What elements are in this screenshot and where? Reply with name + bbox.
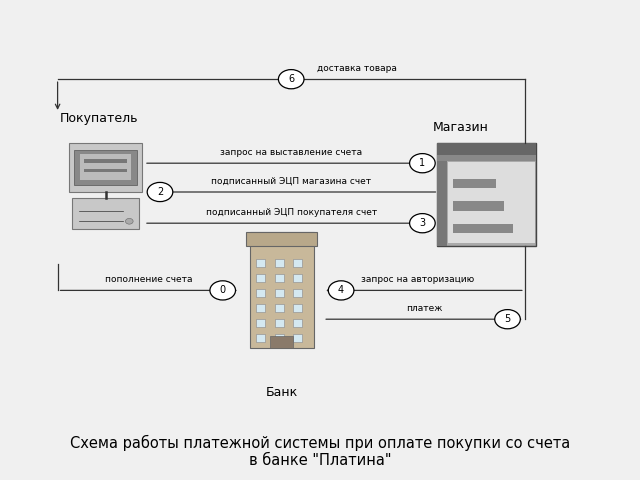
Text: Магазин: Магазин [433,121,489,134]
FancyBboxPatch shape [437,161,447,246]
Circle shape [328,281,354,300]
Text: запрос на выставление счета: запрос на выставление счета [220,148,362,157]
Circle shape [410,214,435,233]
FancyBboxPatch shape [80,154,131,180]
Text: Покупатель: Покупатель [60,112,138,125]
Circle shape [495,310,520,329]
FancyBboxPatch shape [293,334,302,342]
FancyBboxPatch shape [74,150,137,185]
Text: доставка товара: доставка товара [317,64,397,73]
FancyBboxPatch shape [293,319,302,327]
FancyBboxPatch shape [256,289,265,297]
FancyBboxPatch shape [448,162,534,243]
FancyBboxPatch shape [256,274,265,282]
FancyBboxPatch shape [275,319,284,327]
Circle shape [410,154,435,173]
FancyBboxPatch shape [250,232,314,348]
Text: Банк: Банк [266,386,298,399]
Text: Схема работы платежной системы при оплате покупки со счета
в банке "Платина": Схема работы платежной системы при оплат… [70,434,570,468]
FancyBboxPatch shape [275,289,284,297]
Text: 0: 0 [220,286,226,295]
FancyBboxPatch shape [275,304,284,312]
FancyBboxPatch shape [293,274,302,282]
FancyBboxPatch shape [69,143,143,192]
FancyBboxPatch shape [246,232,317,246]
FancyBboxPatch shape [452,179,495,188]
Text: подписанный ЭЦП магазина счет: подписанный ЭЦП магазина счет [211,177,371,186]
FancyBboxPatch shape [256,319,265,327]
FancyBboxPatch shape [84,159,127,163]
Text: 4: 4 [338,286,344,295]
Circle shape [278,70,304,89]
Text: подписанный ЭЦП покупателя счет: подписанный ЭЦП покупателя счет [205,208,377,217]
FancyBboxPatch shape [293,289,302,297]
FancyBboxPatch shape [293,259,302,267]
FancyBboxPatch shape [293,304,302,312]
FancyBboxPatch shape [72,198,140,229]
Text: пополнение счета: пополнение счета [105,275,193,284]
Circle shape [125,218,133,224]
Text: 5: 5 [504,314,511,324]
FancyBboxPatch shape [452,224,513,233]
Text: 1: 1 [419,158,426,168]
Text: 2: 2 [157,187,163,197]
Circle shape [210,281,236,300]
FancyBboxPatch shape [437,143,536,155]
FancyBboxPatch shape [256,259,265,267]
Circle shape [147,182,173,202]
FancyBboxPatch shape [452,201,504,211]
FancyBboxPatch shape [437,155,536,161]
Text: 6: 6 [288,74,294,84]
Text: 3: 3 [419,218,426,228]
FancyBboxPatch shape [437,143,536,246]
FancyBboxPatch shape [84,168,127,172]
FancyBboxPatch shape [256,304,265,312]
Text: платеж: платеж [406,304,442,313]
FancyBboxPatch shape [275,334,284,342]
FancyBboxPatch shape [275,274,284,282]
Text: запрос на авторизацию: запрос на авторизацию [361,275,474,284]
FancyBboxPatch shape [256,334,265,342]
FancyBboxPatch shape [275,259,284,267]
FancyBboxPatch shape [270,336,292,348]
